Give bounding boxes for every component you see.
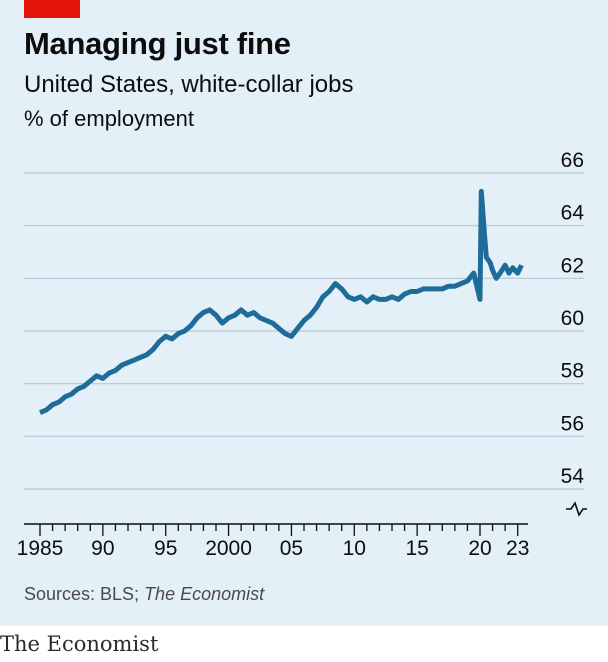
- source-prefix: Sources: BLS;: [24, 584, 145, 604]
- series-layer: [39, 188, 524, 415]
- y-tick-label-60: 60: [561, 307, 584, 330]
- y-tick-label-54: 54: [561, 465, 585, 488]
- x-tick-label-2010: 10: [343, 537, 366, 560]
- chart-unit-label: % of employment: [24, 106, 194, 131]
- x-tick-label-1995: 95: [154, 537, 177, 560]
- x-tick-label-2015: 15: [405, 537, 428, 560]
- axis-break: [566, 501, 587, 517]
- source-publication: The Economist: [144, 584, 265, 604]
- brand-tag: [24, 0, 80, 18]
- x-tick-label-2020: 20: [468, 537, 491, 560]
- y-tick-label-64: 64: [561, 202, 585, 225]
- brand-wordmark: The Economist: [0, 632, 159, 656]
- gridlines: [24, 172, 584, 490]
- axis-break-icon: [566, 501, 587, 517]
- chart-panel: [0, 0, 608, 626]
- y-tick-labels: 54 56 58 60 62 64 66: [561, 150, 585, 488]
- y-tick-label-62: 62: [561, 254, 584, 277]
- x-axis: 1985 90 95 2000 05 10 15 20 23: [17, 523, 529, 560]
- x-tick-label-2023: 23: [506, 537, 529, 560]
- x-tick-label-1990: 90: [91, 537, 114, 560]
- x-tick-label-2000: 2000: [205, 537, 252, 560]
- y-tick-label-56: 56: [561, 412, 584, 435]
- source-note: Sources: BLS; The Economist: [24, 584, 264, 605]
- y-tick-label-58: 58: [561, 360, 584, 383]
- x-tick-label-2005: 05: [280, 537, 303, 560]
- chart-title: Managing just fine: [24, 26, 291, 61]
- line-chart: 54 56 58 60 62 64 66 1985 90 95 2000 05 10 15 20 23: [17, 150, 587, 560]
- x-tick-label-1985: 1985: [17, 537, 64, 560]
- chart-subtitle: United States, white-collar jobs: [24, 71, 354, 98]
- y-tick-label-66: 66: [561, 150, 584, 172]
- series-line-0: [39, 188, 524, 415]
